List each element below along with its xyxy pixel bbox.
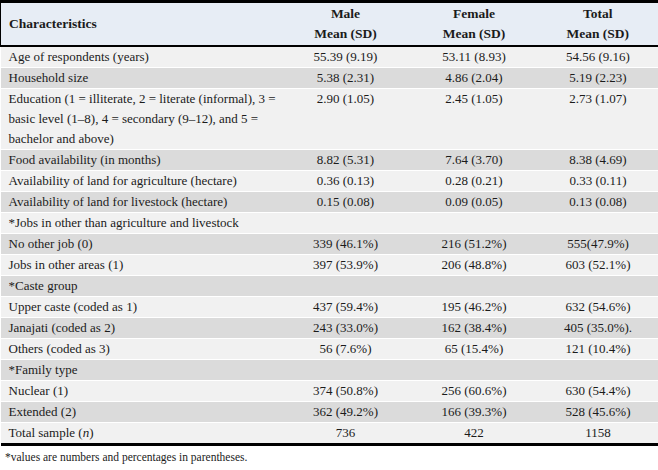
row-label: Age of respondents (years) — [1, 46, 281, 68]
cell-value: 528 (45.6%) — [538, 401, 658, 422]
cell-value: 5.38 (2.31) — [281, 67, 411, 88]
row-label: Total sample (n) — [1, 422, 281, 444]
col-header-total-sub: Mean (SD) — [538, 24, 658, 44]
cell-value: 2.73 (1.07) — [538, 88, 658, 149]
cell-value: 0.13 (0.08) — [538, 191, 658, 212]
col-header-male: Male Mean (SD) — [281, 2, 411, 46]
cell-value: 2.90 (1.05) — [281, 88, 411, 149]
col-header-male-sub: Mean (SD) — [281, 24, 411, 44]
table-row: Janajati (coded as 2)243 (33.0%)162 (38.… — [1, 317, 658, 338]
table-row: Total sample (n)7364221158 — [1, 422, 658, 444]
cell-value: 362 (49.2%) — [281, 401, 411, 422]
table-row: Jobs in other areas (1)397 (53.9%)206 (4… — [1, 254, 658, 275]
row-label: Janajati (coded as 2) — [1, 317, 281, 338]
cell-value: 7.64 (3.70) — [411, 149, 538, 170]
row-label: Household size — [1, 67, 281, 88]
table-body: Age of respondents (years)55.39 (9.19)53… — [1, 46, 658, 445]
col-header-female-label: Female — [411, 4, 538, 24]
characteristics-table: Characteristics Male Mean (SD) Female Me… — [0, 0, 658, 446]
table-row: Nuclear (1)374 (50.8%)256 (60.6%)630 (54… — [1, 380, 658, 401]
cell-value: 405 (35.0%). — [538, 317, 658, 338]
table-row: Others (coded as 3)56 (7.6%)65 (15.4%)12… — [1, 338, 658, 359]
cell-value: 216 (51.2%) — [411, 233, 538, 254]
cell-value: 422 — [411, 422, 538, 444]
cell-value: 55.39 (9.19) — [281, 46, 411, 68]
section-label: *Jobs in other than agriculture and live… — [1, 212, 658, 233]
cell-value: 56 (7.6%) — [281, 338, 411, 359]
cell-value: 374 (50.8%) — [281, 380, 411, 401]
row-label: Extended (2) — [1, 401, 281, 422]
row-label: Others (coded as 3) — [1, 338, 281, 359]
cell-value: 0.36 (0.13) — [281, 170, 411, 191]
row-label: Food availability (in months) — [1, 149, 281, 170]
cell-value: 2.45 (1.05) — [411, 88, 538, 149]
col-header-total-label: Total — [538, 4, 658, 24]
row-label: Availability of land for livestock (hect… — [1, 191, 281, 212]
cell-value: 0.33 (0.11) — [538, 170, 658, 191]
cell-value: 632 (54.6%) — [538, 296, 658, 317]
section-row: *Family type — [1, 359, 658, 380]
row-label: Nuclear (1) — [1, 380, 281, 401]
cell-value: 339 (46.1%) — [281, 233, 411, 254]
row-label-italic: n — [83, 425, 90, 440]
cell-value: 8.82 (5.31) — [281, 149, 411, 170]
cell-value: 162 (38.4%) — [411, 317, 538, 338]
col-header-characteristics: Characteristics — [1, 2, 281, 46]
table-row: Upper caste (coded as 1)437 (59.4%)195 (… — [1, 296, 658, 317]
cell-value: 121 (10.4%) — [538, 338, 658, 359]
table-row: Availability of land for livestock (hect… — [1, 191, 658, 212]
cell-value: 555(47.9%) — [538, 233, 658, 254]
col-header-male-label: Male — [281, 4, 411, 24]
cell-value: 256 (60.6%) — [411, 380, 538, 401]
cell-value: 437 (59.4%) — [281, 296, 411, 317]
cell-value: 5.19 (2.23) — [538, 67, 658, 88]
cell-value: 65 (15.4%) — [411, 338, 538, 359]
cell-value: 243 (33.0%) — [281, 317, 411, 338]
section-label: *Family type — [1, 359, 658, 380]
cell-value: 1158 — [538, 422, 658, 444]
table-row: Age of respondents (years)55.39 (9.19)53… — [1, 46, 658, 68]
cell-value: 54.56 (9.16) — [538, 46, 658, 68]
table-footnote: *values are numbers and percentages in p… — [0, 446, 658, 465]
table-row: Education (1 = illiterate, 2 = literate … — [1, 88, 658, 149]
cell-value: 166 (39.3%) — [411, 401, 538, 422]
cell-value: 195 (46.2%) — [411, 296, 538, 317]
cell-value: 4.86 (2.04) — [411, 67, 538, 88]
cell-value: 0.09 (0.05) — [411, 191, 538, 212]
cell-value: 397 (53.9%) — [281, 254, 411, 275]
cell-value: 736 — [281, 422, 411, 444]
col-header-female: Female Mean (SD) — [411, 2, 538, 46]
paper-table-page: Characteristics Male Mean (SD) Female Me… — [0, 0, 658, 470]
col-header-total: Total Mean (SD) — [538, 2, 658, 46]
cell-value: 603 (52.1%) — [538, 254, 658, 275]
row-label: Education (1 = illiterate, 2 = literate … — [1, 88, 281, 149]
row-label: Jobs in other areas (1) — [1, 254, 281, 275]
table-row: Food availability (in months)8.82 (5.31)… — [1, 149, 658, 170]
table-row: Household size5.38 (2.31)4.86 (2.04)5.19… — [1, 67, 658, 88]
cell-value: 206 (48.8%) — [411, 254, 538, 275]
table-row: Extended (2)362 (49.2%)166 (39.3%)528 (4… — [1, 401, 658, 422]
section-row: *Jobs in other than agriculture and live… — [1, 212, 658, 233]
cell-value: 0.15 (0.08) — [281, 191, 411, 212]
col-header-female-sub: Mean (SD) — [411, 24, 538, 44]
table-header: Characteristics Male Mean (SD) Female Me… — [1, 2, 658, 46]
cell-value: 0.28 (0.21) — [411, 170, 538, 191]
section-row: *Caste group — [1, 275, 658, 296]
cell-value: 630 (54.4%) — [538, 380, 658, 401]
section-label: *Caste group — [1, 275, 658, 296]
table-row: No other job (0)339 (46.1%)216 (51.2%)55… — [1, 233, 658, 254]
cell-value: 53.11 (8.93) — [411, 46, 538, 68]
cell-value: 8.38 (4.69) — [538, 149, 658, 170]
row-label: Upper caste (coded as 1) — [1, 296, 281, 317]
table-row: Availability of land for agriculture (he… — [1, 170, 658, 191]
row-label: No other job (0) — [1, 233, 281, 254]
row-label: Availability of land for agriculture (he… — [1, 170, 281, 191]
